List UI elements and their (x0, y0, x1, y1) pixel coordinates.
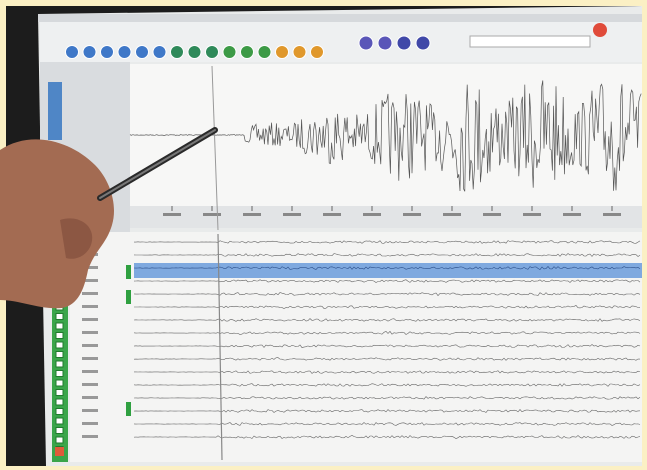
toolbar-button (222, 45, 237, 59)
trace-label (82, 409, 98, 412)
trace (133, 344, 641, 348)
finger (60, 218, 93, 259)
trace-marker (217, 233, 223, 461)
trace (134, 370, 641, 374)
dropdown (469, 35, 591, 48)
station-box (55, 379, 64, 387)
trace (133, 409, 641, 413)
channel-marker (48, 82, 62, 140)
hand (0, 139, 115, 309)
station-box (55, 436, 64, 444)
station-box (55, 398, 64, 406)
toolbar-button (65, 45, 79, 59)
time-axis (130, 206, 642, 228)
toolbar-button (82, 45, 97, 59)
toolbar-button (377, 35, 393, 51)
toolbar-button (240, 45, 254, 59)
toolbar-button (310, 45, 324, 59)
seismogram (129, 80, 642, 192)
toolbar-button (415, 35, 431, 51)
trace-label (82, 435, 98, 438)
trace-label (82, 344, 98, 347)
pen-highlight (99, 129, 216, 199)
trace (133, 330, 641, 335)
trace (133, 318, 641, 322)
event-marker (211, 65, 219, 231)
toolbar-button (205, 45, 219, 59)
station-box (55, 332, 64, 339)
trace (133, 422, 641, 426)
trace-label (82, 383, 98, 386)
trace-flag (126, 402, 131, 416)
toolbar-button (100, 45, 114, 59)
toolbar-button (396, 35, 412, 51)
close-button (593, 23, 607, 37)
station-box (55, 360, 64, 368)
station-alert (55, 447, 64, 456)
toolbar-button (292, 45, 307, 59)
trace-label (82, 396, 98, 399)
trace (134, 305, 641, 309)
trace-label (82, 370, 98, 373)
station-box (55, 351, 64, 358)
toolbar-button (358, 35, 374, 51)
station-box (55, 322, 64, 330)
station-box (55, 341, 64, 349)
axis-label (443, 213, 461, 216)
axis-label (363, 213, 381, 216)
station-box (55, 427, 64, 434)
axis-label (523, 213, 541, 216)
axis-label (563, 213, 581, 216)
toolbar-button (152, 45, 167, 59)
trace-label (82, 318, 98, 321)
trace-label (82, 422, 98, 425)
trace-label (82, 266, 98, 269)
trace-label (82, 305, 98, 308)
station-box (55, 370, 64, 377)
trace (133, 435, 641, 439)
trace-label (82, 279, 98, 282)
trace (133, 383, 641, 387)
trace-flag (126, 265, 131, 279)
trace (133, 396, 641, 400)
station-box (55, 417, 64, 425)
toolbar-button (117, 45, 132, 59)
toolbar-button (135, 45, 149, 59)
trace-label (82, 292, 98, 295)
station-box (55, 408, 64, 415)
trace-flag (126, 290, 131, 304)
trace (133, 357, 641, 361)
axis-label (403, 213, 421, 216)
trace-label (82, 357, 98, 360)
toolbar-button (257, 45, 272, 59)
trace (133, 292, 641, 297)
axis-label (203, 213, 221, 216)
toolbar-button (170, 45, 184, 59)
toolbar-button (187, 45, 202, 59)
title-bar (38, 14, 642, 22)
axis-label (323, 213, 341, 216)
axis-label (283, 213, 301, 216)
axis-label (243, 213, 261, 216)
trace-label (82, 331, 98, 334)
axis-label (603, 213, 621, 216)
station-box (55, 313, 64, 320)
axis-label (483, 213, 501, 216)
selected-trace (134, 263, 642, 278)
station-box (55, 389, 64, 396)
axis-label (163, 213, 181, 216)
toolbar-button (275, 45, 289, 59)
